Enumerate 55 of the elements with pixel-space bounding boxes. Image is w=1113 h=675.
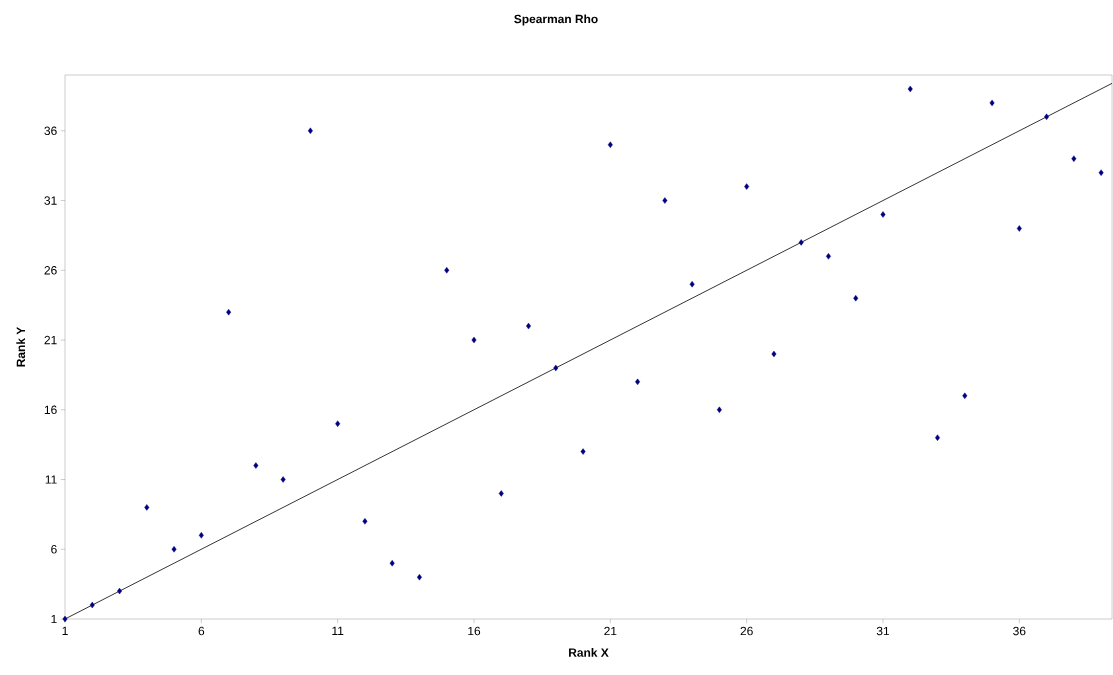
point [471,336,477,344]
point [798,239,804,246]
point [635,378,641,386]
x-tick-label: 16 [468,626,481,636]
y-tick-label: 21 [44,335,57,345]
point [826,253,831,260]
point [580,448,586,455]
point [1071,155,1077,162]
x-tick-label: 21 [604,626,617,636]
point [1016,225,1022,232]
point [362,518,368,525]
point [253,462,259,469]
point [498,490,504,497]
point [280,476,286,483]
point [607,141,613,148]
point [307,127,313,134]
y-tick-label: 26 [44,266,57,275]
point [444,267,450,274]
y-tick-label: 16 [44,405,57,414]
point [144,504,150,511]
point [89,601,95,609]
point [226,308,232,316]
point [1044,113,1050,121]
point [880,211,886,218]
x-tick-label: 11 [332,626,344,635]
point [989,99,995,107]
point [553,364,559,372]
x-tick-label: 31 [876,626,890,636]
point [335,420,341,427]
y-tick-label: 31 [44,196,57,205]
y-tick-label: 11 [45,475,57,484]
point [935,434,940,441]
point [1098,169,1104,176]
x-axis-title: Rank X [569,648,609,657]
point [689,281,695,288]
point [62,615,68,623]
x-tick-label: 26 [740,626,753,636]
x-tick-label: 36 [1013,626,1026,636]
y-tick-label: 6 [51,545,57,554]
y-tick-label: 1 [51,614,57,624]
y-axis-title: Rank Y [16,326,26,367]
point [962,392,968,400]
point [716,406,722,413]
point [662,197,668,204]
x-tick-label: 1 [62,626,68,635]
y-tick-label: 36 [44,126,57,136]
point [771,350,777,358]
point [853,294,859,302]
point [389,560,395,567]
point [907,85,913,93]
point [744,183,750,190]
chart-title: Spearman Rho [514,14,598,26]
point [198,532,204,539]
point [171,546,177,553]
x-tick-label: 6 [198,626,205,636]
